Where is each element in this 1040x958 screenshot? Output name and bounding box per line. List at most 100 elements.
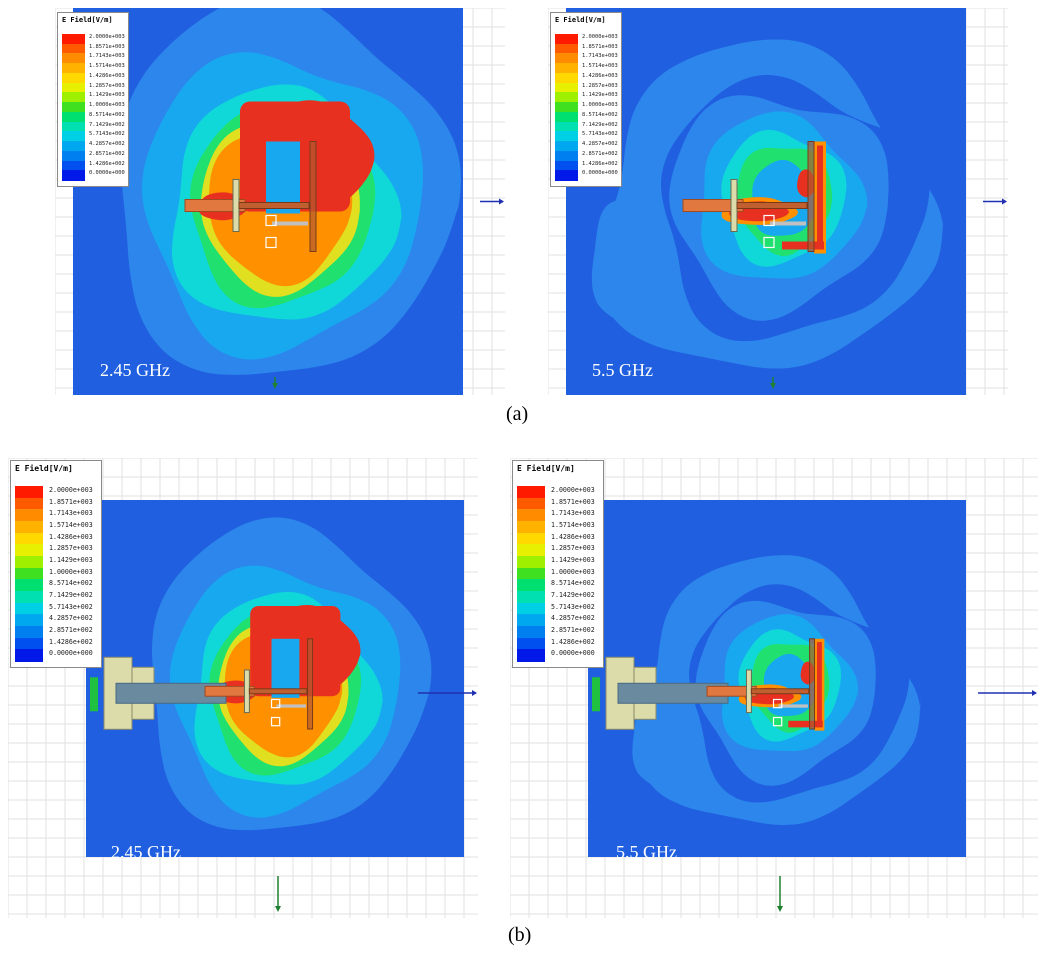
legend-swatch — [517, 602, 545, 615]
pin-line — [736, 202, 808, 209]
legend-tick-label: 1.7143e+003 — [582, 53, 618, 60]
antenna-structure — [682, 141, 815, 252]
via-pad — [265, 236, 277, 249]
strip-field — [816, 642, 822, 728]
legend-tick-label: 1.5714e+003 — [551, 521, 595, 529]
legend-swatch — [15, 521, 43, 534]
legend-swatch — [15, 497, 43, 510]
legend-swatch — [555, 72, 578, 84]
legend-swatch — [555, 170, 578, 181]
legend-swatch — [555, 121, 578, 132]
legend-swatch — [555, 141, 578, 152]
legend-tick-label: 1.0000e+003 — [551, 567, 595, 576]
legend-swatch — [62, 160, 85, 171]
via-pad — [772, 698, 783, 709]
sma-plate — [745, 669, 752, 714]
legend-swatch — [15, 486, 43, 499]
legend-swatch — [62, 63, 85, 74]
stub-line — [778, 704, 808, 708]
strip-field — [788, 720, 823, 728]
legend-swatch — [555, 160, 578, 171]
legend-swatch — [555, 53, 578, 64]
legend-tick-label: 8.5714e+002 — [582, 111, 618, 118]
legend-tick-label: 1.4286e+002 — [551, 637, 595, 646]
legend-tick-label: 1.8571e+003 — [49, 497, 93, 506]
legend-tick-label: 1.7143e+003 — [49, 509, 93, 518]
legend-tick-label: 5.7143e+002 — [49, 602, 93, 611]
frequency-label: 2.45 GHz — [100, 360, 170, 380]
vertical-strip — [309, 141, 317, 252]
color-legend: E Field[V/m] 2.0000e+003 1.8571e+003 1.7143… — [550, 12, 622, 187]
legend-tick-label: 4.2857e+002 — [89, 141, 125, 148]
legend-swatch — [555, 131, 578, 142]
legend-tick-label: 1.8571e+003 — [582, 43, 618, 50]
legend-tick-label: 1.4286e+002 — [49, 637, 93, 646]
pin-line — [248, 688, 308, 695]
antenna-structure — [592, 638, 816, 730]
legend-swatch — [62, 111, 85, 123]
legend-colorbar — [15, 486, 43, 662]
legend-swatch — [62, 150, 85, 162]
legend-tick-label: 1.4286e+003 — [582, 72, 618, 79]
cold-notch — [266, 141, 300, 214]
strip-field — [817, 145, 823, 250]
legend-tick-label: 4.2857e+002 — [582, 141, 618, 148]
legend-tick-label: 2.8571e+002 — [49, 626, 93, 634]
caption-b: (b) — [508, 924, 532, 946]
legend-tick-label: 1.2857e+003 — [582, 82, 618, 89]
legend-swatch — [15, 637, 43, 650]
legend-tick-label: 0.0000e+000 — [89, 170, 125, 177]
field-plot — [510, 458, 1038, 918]
legend-swatch — [555, 92, 578, 103]
legend-tick-label: 1.2857e+003 — [89, 82, 125, 89]
legend-tick-label: 8.5714e+002 — [49, 579, 93, 588]
legend-swatch — [555, 43, 578, 55]
legend-swatch — [15, 544, 43, 557]
legend-swatch — [555, 34, 578, 45]
legend-tick-label: 1.1429e+003 — [551, 556, 595, 564]
legend-tick-label: 7.1429e+002 — [582, 121, 618, 128]
axis-y-arrow — [770, 383, 776, 389]
legend-tick-label: 1.1429e+003 — [582, 92, 618, 99]
frequency-label: 2.45 GHz — [111, 842, 181, 862]
legend-swatch — [15, 614, 43, 627]
legend-tick-label: 7.1429e+002 — [551, 591, 595, 599]
legend-swatch — [517, 637, 545, 650]
color-legend: E Field[V/m] 2.0000e+003 1.8571e+003 1.7143… — [512, 460, 604, 668]
field-plot — [55, 8, 505, 395]
legend-swatch — [15, 567, 43, 580]
stub-line — [276, 704, 306, 708]
legend-tick-label: 1.0000e+003 — [582, 102, 618, 109]
axis-x-arrow — [472, 690, 477, 696]
antenna-structure — [90, 638, 314, 730]
legend-swatch — [62, 102, 85, 113]
axis-y-arrow — [777, 906, 783, 912]
legend-swatch — [15, 556, 43, 569]
pin-line — [238, 202, 310, 209]
axis-x-arrow — [1002, 198, 1007, 205]
strip-field — [782, 241, 824, 250]
panel-b-5-5ghz: E Field[V/m] 2.0000e+003 1.8571e+003 1.7143… — [510, 458, 1038, 918]
axis-y-arrow — [272, 383, 278, 389]
legend-tick-label: 1.7143e+003 — [89, 53, 125, 60]
legend-tick-label: 2.8571e+002 — [89, 150, 125, 157]
legend-tick-label: 4.2857e+002 — [49, 614, 93, 623]
via-pad — [270, 698, 281, 709]
axis-x-arrow — [1032, 690, 1037, 696]
legend-tick-label: 2.0000e+003 — [49, 486, 93, 494]
axis-y-arrow — [275, 906, 281, 912]
legend-swatch — [517, 497, 545, 510]
sma-plate — [243, 669, 250, 714]
legend-tick-label: 1.0000e+003 — [49, 567, 93, 576]
stub-line — [272, 221, 308, 226]
legend-tick-label: 1.8571e+003 — [551, 497, 595, 506]
via-pad — [265, 214, 277, 227]
legend-swatch — [15, 649, 43, 662]
legend-tick-label: 5.7143e+002 — [551, 602, 595, 611]
legend-colorbar — [62, 34, 85, 181]
frequency-label: 5.5 GHz — [616, 842, 677, 862]
field-plot — [548, 8, 1008, 395]
legend-swatch — [517, 567, 545, 580]
legend-swatch — [555, 150, 578, 162]
frequency-label: 5.5 GHz — [592, 360, 653, 380]
